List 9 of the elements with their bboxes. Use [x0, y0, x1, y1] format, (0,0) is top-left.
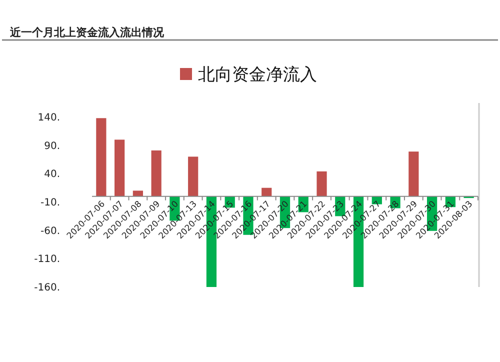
- chart-title: 近一个月北上资金流入流出情况: [9, 26, 165, 39]
- y-tick-label: -60.: [40, 226, 60, 237]
- y-tick-label: 90.: [44, 140, 60, 152]
- y-tick-label: -110.: [34, 254, 60, 266]
- y-tick-label: 140.: [38, 112, 60, 124]
- y-tick-label: -160.: [34, 282, 60, 294]
- legend-label: 北向资金净流入: [198, 65, 317, 85]
- y-tick-label: -10.: [40, 198, 60, 208]
- y-tick-label: 40.: [44, 169, 60, 180]
